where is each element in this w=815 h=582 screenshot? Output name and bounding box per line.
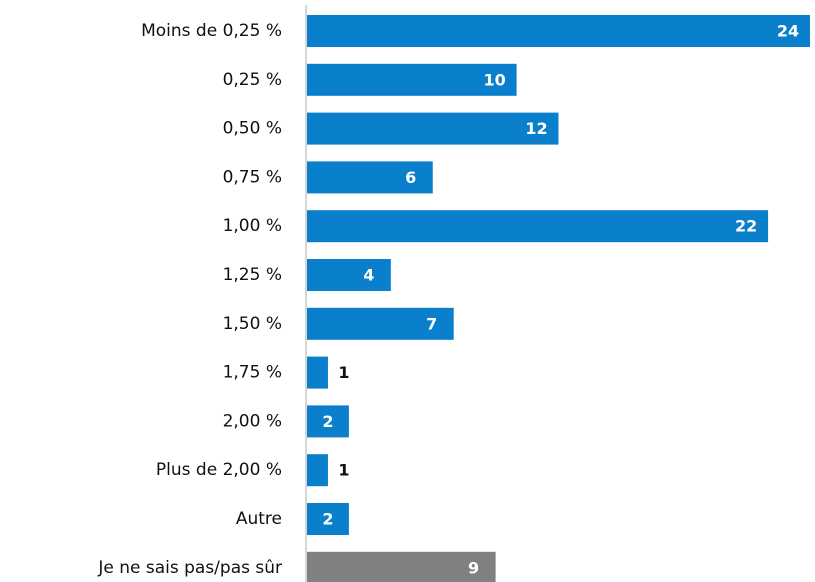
value-label: 1 [338, 363, 349, 382]
value-label: 10 [483, 70, 505, 89]
value-label: 6 [405, 168, 416, 187]
category-label: 0,75 % [223, 167, 282, 187]
bar [307, 551, 496, 582]
category-label: 1,75 % [223, 363, 282, 383]
bar [307, 356, 328, 389]
category-label: Plus de 2,00 % [156, 460, 282, 480]
category-label: Je ne sais pas/pas sûr [97, 558, 282, 578]
bar [307, 259, 391, 291]
value-label: 7 [426, 314, 437, 333]
bar [307, 405, 349, 438]
bar [307, 63, 517, 96]
bar [307, 112, 559, 145]
bar [307, 307, 454, 340]
value-label: 2 [322, 412, 333, 431]
category-label: Autre [236, 509, 282, 529]
bar [307, 15, 810, 47]
bar [307, 161, 433, 194]
value-label: 2 [322, 510, 333, 529]
value-label: 9 [468, 558, 479, 577]
category-label: 2,00 % [223, 411, 282, 431]
category-label: 0,50 % [223, 119, 282, 139]
category-label: 0,25 % [223, 70, 282, 90]
category-label: Moins de 0,25 % [141, 21, 282, 41]
category-label: 1,50 % [223, 314, 282, 334]
value-label: 4 [363, 266, 374, 285]
category-label: 1,00 % [223, 216, 282, 236]
bar [307, 210, 769, 243]
value-label: 1 [338, 461, 349, 480]
bar [307, 503, 349, 535]
value-label: 24 [777, 22, 799, 41]
category-label: 1,25 % [223, 265, 282, 285]
value-label: 12 [525, 119, 547, 138]
value-label: 22 [735, 217, 757, 236]
bar [307, 454, 328, 487]
